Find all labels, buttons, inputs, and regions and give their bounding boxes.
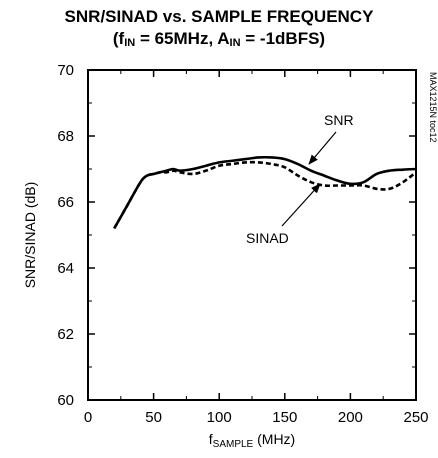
watermark-label: MAX1215N toc12 (428, 72, 438, 143)
title-close: = -1dBFS) (240, 29, 326, 48)
x-tick-label-250: 250 (403, 409, 428, 426)
x-axis-label-f: f (209, 431, 213, 447)
axis-ticks (87, 69, 417, 401)
series-lines (113, 155, 417, 230)
y-tick-label-64: 64 (57, 260, 74, 277)
x-tick-labels: 0 50 100 150 200 250 (84, 409, 429, 426)
snr-annotation-label: SNR (324, 112, 354, 128)
title-ain-sub: IN (229, 37, 241, 49)
y-tick-label-60: 60 (57, 392, 74, 409)
x-tick-label-200: 200 (338, 409, 363, 426)
y-axis-label: SNR/SINAD (dB) (22, 182, 38, 289)
y-tick-label-70: 70 (57, 62, 74, 79)
title-mid: = 65MHz, A (135, 29, 230, 48)
x-tick-label-0: 0 (84, 409, 92, 426)
sinad-annotation-arrow (281, 183, 321, 227)
title-fin-sub: IN (124, 37, 136, 49)
x-axis-label-unit: (MHz) (253, 431, 295, 447)
y-tick-labels: 60 62 64 66 68 70 (57, 62, 74, 409)
x-axis-label: fSAMPLE (MHz) (209, 431, 295, 450)
x-tick-label-50: 50 (145, 409, 162, 426)
sinad-annotation-label: SINAD (246, 230, 289, 246)
y-tick-label-62: 62 (57, 326, 74, 343)
title-line-1: SNR/SINAD vs. SAMPLE FREQUENCY (64, 7, 374, 26)
series-line-sinad (113, 160, 417, 230)
title-line-2: (fIN = 65MHz, AIN = -1dBFS) (0, 28, 438, 54)
chart-title: SNR/SINAD vs. SAMPLE FREQUENCY (fIN = 65… (0, 6, 438, 54)
snr-annotation-arrow (308, 131, 337, 165)
y-tick-label-66: 66 (57, 194, 74, 211)
series-line-snr (113, 155, 417, 230)
y-tick-label-68: 68 (57, 128, 74, 145)
title-open: (f (112, 29, 125, 48)
x-tick-label-150: 150 (272, 409, 297, 426)
x-tick-label-100: 100 (207, 409, 232, 426)
x-axis-label-sub: SAMPLE (213, 439, 254, 450)
